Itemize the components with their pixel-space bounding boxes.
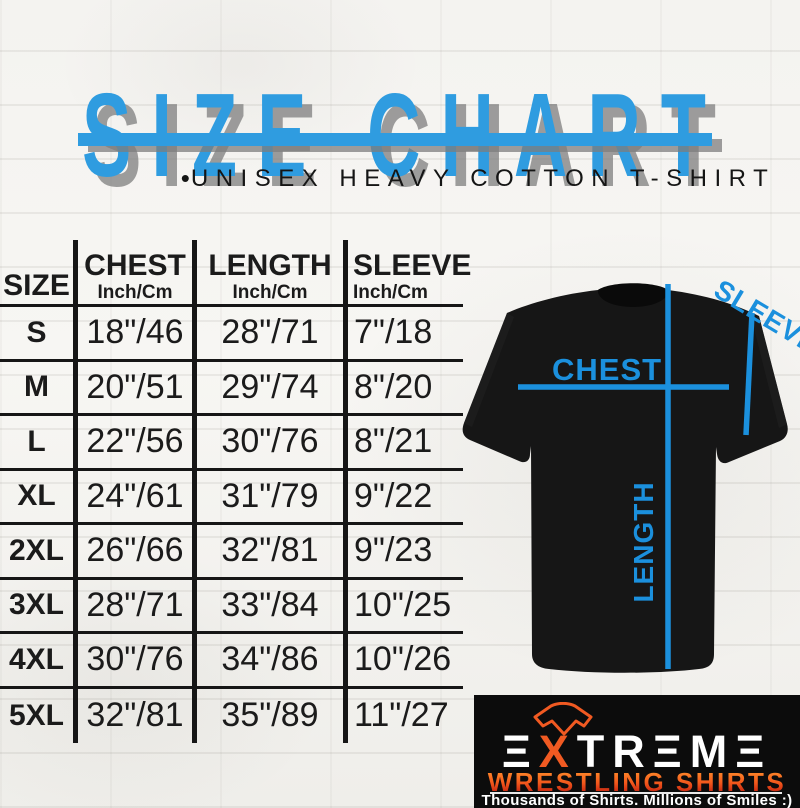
- size-cell: L: [0, 416, 78, 468]
- column-unit: Inch/Cm: [97, 282, 173, 303]
- size-cell: 5XL: [0, 688, 78, 743]
- column-label: LENGTH: [208, 249, 332, 282]
- size-table-header: SIZE CHEST Inch/Cm LENGTH Inch/Cm SLEEVE…: [0, 240, 471, 307]
- value-cell: 30"/76: [78, 634, 197, 686]
- value-cell: 22"/56: [78, 416, 197, 468]
- value-cell: 29"/74: [197, 361, 348, 413]
- value-cell: 32"/81: [78, 688, 197, 743]
- value-cell: 8"/21: [354, 422, 433, 461]
- value-cell: 11"/27: [354, 696, 449, 735]
- brand-name: ΞXTRΞMΞ: [474, 729, 800, 774]
- column-header-chest: CHEST Inch/Cm: [78, 240, 197, 304]
- value-cell: 26"/66: [78, 525, 197, 577]
- size-cell: 3XL: [0, 579, 78, 631]
- value-cell: 9"/23: [354, 531, 433, 570]
- column-unit: Inch/Cm: [353, 282, 428, 303]
- value-cell: 28"/71: [78, 579, 197, 631]
- sleeve-measure-line: [743, 312, 755, 436]
- chest-label: CHEST: [552, 352, 662, 387]
- value-cell: 32"/81: [197, 525, 348, 577]
- tshirt-diagram: CHEST LENGTH SLEEVE: [440, 240, 800, 710]
- value-cell: 31"/79: [197, 470, 348, 522]
- value-cell: 33"/84: [197, 579, 348, 631]
- tshirt-silhouette: [462, 283, 788, 673]
- column-header-size: SIZE: [0, 240, 78, 304]
- column-header-length: LENGTH Inch/Cm: [197, 240, 348, 304]
- value-cell: 18"/46: [78, 307, 197, 359]
- length-label: LENGTH: [628, 481, 659, 602]
- table-row: 5XL 32"/81 35"/89 11"/27: [0, 688, 463, 743]
- value-cell: 30"/76: [197, 416, 348, 468]
- table-row: 4XL 30"/76 34"/86 10"/26: [0, 634, 463, 689]
- value-cell: 35"/89: [197, 688, 348, 743]
- value-cell: 10"/25: [354, 585, 452, 624]
- table-row: 3XL 28"/71 33"/84 10"/25: [0, 579, 463, 634]
- column-label: CHEST: [84, 249, 186, 282]
- brand-line2: WRESTLING SHIRTS: [474, 769, 800, 795]
- bullet-icon: •: [180, 163, 191, 193]
- table-row: M 20"/51 29"/74 8"/20: [0, 361, 463, 416]
- table-row: 2XL 26"/66 32"/81 9"/23: [0, 525, 463, 580]
- title-underline: [78, 133, 712, 146]
- value-cell: 9"/22: [354, 476, 433, 515]
- size-cell: 2XL: [0, 525, 78, 577]
- table-row: XL 24"/61 31"/79 9"/22: [0, 470, 463, 525]
- size-table-body: S 18"/46 28"/71 7"/18 M 20"/51 29"/74 8"/20 L 22"…: [0, 307, 463, 743]
- table-row: L 22"/56 30"/76 8"/21: [0, 416, 463, 471]
- value-cell: 28"/71: [197, 307, 348, 359]
- size-cell: S: [0, 307, 78, 359]
- size-cell: M: [0, 361, 78, 413]
- size-table: SIZE CHEST Inch/Cm LENGTH Inch/Cm SLEEVE…: [0, 240, 471, 743]
- subtitle: •UNISEX HEAVY COTTON T-SHIRT: [156, 163, 800, 194]
- value-cell: 34"/86: [197, 634, 348, 686]
- brand-x-letter: X: [538, 726, 577, 777]
- size-cell: 4XL: [0, 634, 78, 686]
- brand-letters: Ξ: [501, 726, 539, 777]
- column-header-sleeve: SLEEVE Inch/Cm: [348, 240, 471, 304]
- brand-logo: ΞXTRΞMΞ WRESTLING SHIRTS Thousands of Sh…: [474, 695, 800, 808]
- brand-letters: TRΞMΞ: [576, 726, 773, 777]
- subtitle-text: UNISEX HEAVY COTTON T-SHIRT: [190, 165, 776, 192]
- value-cell: 7"/18: [354, 313, 433, 352]
- column-unit: Inch/Cm: [232, 282, 308, 303]
- value-cell: 8"/20: [354, 367, 433, 406]
- column-label: SLEEVE: [353, 249, 472, 282]
- table-row: S 18"/46 28"/71 7"/18: [0, 307, 463, 362]
- value-cell: 10"/26: [354, 640, 452, 679]
- size-cell: XL: [0, 470, 78, 522]
- tshirt-icon: [533, 702, 593, 736]
- value-cell: 24"/61: [78, 470, 197, 522]
- value-cell: 20"/51: [78, 361, 197, 413]
- logo-divider: [490, 792, 782, 794]
- brand-tagline: Thousands of Shirts. Millions of Smiles …: [481, 792, 793, 808]
